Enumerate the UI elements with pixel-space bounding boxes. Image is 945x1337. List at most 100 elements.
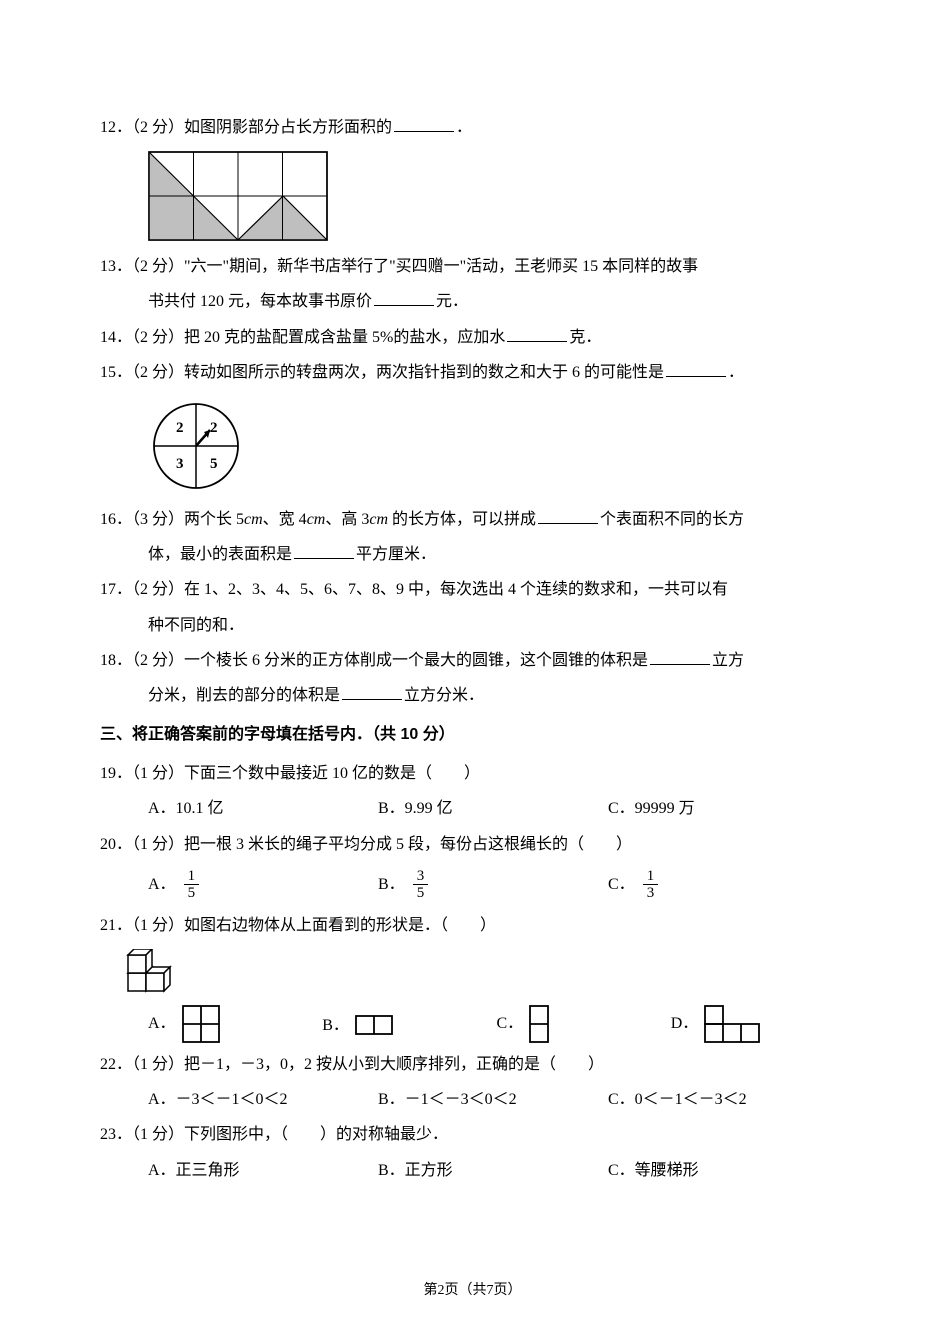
cube-stack-diagram: [124, 949, 174, 995]
fraction-icon: 35: [413, 868, 429, 902]
q18-2a: 分米，削去的部分的体积是: [148, 687, 340, 704]
q23-options: A．正三角形 B．正方形 C．等腰梯形: [148, 1153, 845, 1188]
svg-text:2: 2: [210, 420, 218, 436]
q17-line1: 17．（2 分）在 1、2、3、4、5、6、7、8、9 中，每次选出 4 个连续…: [100, 572, 845, 607]
q16-2a: 体，最小的表面积是: [148, 546, 292, 563]
q20-b-pre: B．: [378, 875, 405, 894]
q15-b: ．: [728, 364, 744, 381]
q22-opt-c: C．0＜－1＜－3＜2: [608, 1082, 838, 1117]
q16-2b: 平方厘米．: [356, 546, 436, 563]
q20-options: A． 15 B． 35 C． 13: [100, 862, 845, 908]
q19-opt-b: B．9.99 亿: [378, 791, 608, 826]
q23-b: B．正方形: [378, 1153, 453, 1188]
q18-blank2: [342, 683, 402, 700]
q23-c: C．等腰梯形: [608, 1153, 699, 1188]
page-footer: 第2页（共7页）: [0, 1276, 945, 1307]
q12-blank: [394, 115, 454, 132]
q16-u1: cm: [244, 511, 263, 528]
spinner-diagram: 2 2 3 5: [148, 396, 248, 496]
svg-text:3: 3: [176, 456, 184, 472]
q22-opt-b: B．－1＜－3＜0＜2: [378, 1082, 608, 1117]
q21-figure: [124, 949, 845, 995]
q19-a: A．10.1 亿: [148, 791, 224, 826]
q16-u2: cm: [307, 511, 326, 528]
rectangle-shaded-diagram: [148, 151, 328, 243]
section-3-title: 三、将正确答案前的字母填在括号内．（共 10 分）: [100, 717, 845, 752]
q17-t1: 17．（2 分）在 1、2、3、4、5、6、7、8、9 中，每次选出 4 个连续…: [100, 581, 728, 598]
q22-options: A．－3＜－1＜0＜2 B．－1＜－3＜0＜2 C．0＜－1＜－3＜2: [148, 1082, 845, 1117]
q18-1b: 立方: [712, 652, 744, 669]
q20-b-num: 3: [413, 868, 429, 886]
q13-text1: 13．（2 分）"六一"期间，新华书店举行了"买四赠一"活动，王老师买 15 本…: [100, 258, 698, 275]
q21-c-pre: C．: [497, 1006, 524, 1041]
q21-opt-a: A．: [148, 1005, 322, 1043]
q20-opt-a: A． 15: [148, 868, 378, 902]
q20-opt-b: B． 35: [378, 868, 608, 902]
q21-b-pre: B．: [322, 1008, 349, 1043]
q19-options: A．10.1 亿 B．9.99 亿 C．99999 万: [148, 791, 845, 826]
q21-options: A． B． C．: [148, 1001, 845, 1047]
svg-text:5: 5: [210, 456, 218, 472]
q14: 14．（2 分）把 20 克的盐配置成含盐量 5%的盐水，应加水克．: [100, 320, 845, 355]
q22-c: C．0＜－1＜－3＜2: [608, 1082, 747, 1117]
q18-2b: 立方分米．: [404, 687, 484, 704]
q21-stem: 21．（1 分）如图右边物体从上面看到的形状是．（ ）: [100, 908, 845, 943]
page: 12．（2 分）如图阴影部分占长方形面积的 ． 13．（2 分）"六一"期间，新华…: [0, 0, 945, 1337]
q19-c: C．99999 万: [608, 791, 695, 826]
q20-a-den: 5: [184, 885, 200, 902]
q19-stem: 19．（1 分）下面三个数中最接近 10 亿的数是（ ）: [100, 756, 845, 791]
q21-opt-c: C．: [497, 1005, 671, 1043]
q12: 12．（2 分）如图阴影部分占长方形面积的 ．: [100, 110, 845, 145]
q22-a: A．－3＜－1＜0＜2: [148, 1082, 288, 1117]
q16-u3: cm: [369, 511, 388, 528]
q23-a: A．正三角形: [148, 1153, 240, 1188]
q13-text2b: 元．: [436, 293, 468, 310]
q22-opt-a: A．－3＜－1＜0＜2: [148, 1082, 378, 1117]
q18-line1: 18．（2 分）一个棱长 6 分米的正方体削成一个最大的圆锥，这个圆锥的体积是 立…: [100, 643, 845, 678]
q16-1e: 个表面积不同的长方: [600, 511, 744, 528]
q16-1a: 16．（3 分）两个长 5: [100, 511, 244, 528]
q16-line2: 体，最小的表面积是 平方厘米．: [100, 537, 845, 572]
q23-stem: 23．（1 分）下列图形中，（ ）的对称轴最少．: [100, 1117, 845, 1152]
q21-opt-d: D．: [671, 1005, 845, 1043]
q19-b: B．9.99 亿: [378, 791, 453, 826]
shape-2x1-icon: [355, 1015, 393, 1035]
q12-figure: [148, 151, 845, 243]
q23-opt-a: A．正三角形: [148, 1153, 378, 1188]
q20-stem: 20．（1 分）把一根 3 米长的绳子平均分成 5 段，每份占这根绳长的（ ）: [100, 827, 845, 862]
shape-l-icon: [704, 1005, 760, 1043]
q18-1a: 18．（2 分）一个棱长 6 分米的正方体削成一个最大的圆锥，这个圆锥的体积是: [100, 652, 648, 669]
q16-blank1: [538, 507, 598, 524]
q12-tail: ．: [456, 119, 472, 136]
q22-b: B．－1＜－3＜0＜2: [378, 1082, 517, 1117]
q21-d-pre: D．: [671, 1006, 699, 1041]
q16-1b: 、宽 4: [263, 511, 307, 528]
q20-a-pre: A．: [148, 875, 176, 894]
q13-text2a: 书共付 120 元，每本故事书原价: [148, 293, 372, 310]
q13-line1: 13．（2 分）"六一"期间，新华书店举行了"买四赠一"活动，王老师买 15 本…: [100, 249, 845, 284]
q23-opt-b: B．正方形: [378, 1153, 608, 1188]
q20-opt-c: C． 13: [608, 868, 838, 902]
q20-c-den: 3: [643, 885, 659, 902]
q22-stem: 22．（1 分）把－1，－3，0，2 按从小到大顺序排列，正确的是（ ）: [100, 1047, 845, 1082]
q15-a: 15．（2 分）转动如图所示的转盘两次，两次指针指到的数之和大于 6 的可能性是: [100, 364, 664, 381]
q13-line2: 书共付 120 元，每本故事书原价 元．: [100, 284, 845, 319]
q20-a-num: 1: [184, 868, 200, 886]
q20-b-den: 5: [413, 885, 429, 902]
q18-line2: 分米，削去的部分的体积是 立方分米．: [100, 678, 845, 713]
q19-opt-c: C．99999 万: [608, 791, 838, 826]
q16-blank2: [294, 542, 354, 559]
q20-c-num: 1: [643, 868, 659, 886]
q12-text: 12．（2 分）如图阴影部分占长方形面积的: [100, 119, 392, 136]
q16-line1: 16．（3 分）两个长 5cm、宽 4cm、高 3cm 的长方体，可以拼成个表面…: [100, 502, 845, 537]
q15-figure: 2 2 3 5: [148, 396, 845, 496]
q19-opt-a: A．10.1 亿: [148, 791, 378, 826]
q17-t2: 种不同的和．: [148, 617, 244, 634]
q15-blank: [666, 360, 726, 377]
q21-a-pre: A．: [148, 1006, 176, 1041]
q16-1c: 、高 3: [325, 511, 369, 528]
q13-blank: [374, 289, 434, 306]
q14-a: 14．（2 分）把 20 克的盐配置成含盐量 5%的盐水，应加水: [100, 329, 505, 346]
q23-opt-c: C．等腰梯形: [608, 1153, 838, 1188]
q15: 15．（2 分）转动如图所示的转盘两次，两次指针指到的数之和大于 6 的可能性是…: [100, 355, 845, 390]
